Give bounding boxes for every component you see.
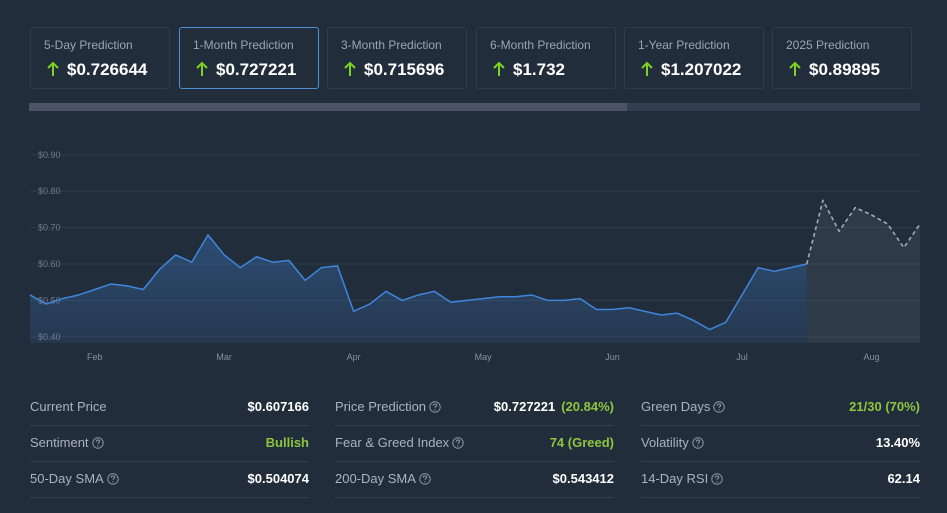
stat-value: 74 (Greed) — [550, 435, 614, 450]
stat-value-text: $0.504074 — [247, 471, 309, 486]
stat-label-text: 50-Day SMA — [30, 471, 104, 486]
stat-row: Fear & Greed Index 74 (Greed) — [335, 425, 614, 462]
stat-label-text: 14-Day RSI — [641, 471, 709, 486]
up-arrow-icon — [344, 61, 356, 76]
stat-label: Volatility — [641, 435, 704, 450]
stat-value-text: $0.727221 — [493, 399, 556, 414]
stat-label: 50-Day SMA — [30, 471, 119, 486]
stat-label: Green Days — [641, 399, 726, 414]
stat-value-text: 74 (Greed) — [549, 435, 614, 450]
stat-row: Volatility 13.40% — [641, 425, 920, 462]
help-icon[interactable] — [91, 437, 104, 449]
x-tick-label: Jun — [605, 352, 620, 362]
card-label: 2025 Prediction — [786, 38, 870, 52]
price-line — [29, 234, 807, 331]
stat-value: 21/30 (70%) — [849, 399, 920, 414]
y-tick-label: $0.90 — [38, 150, 61, 160]
stat-value: $0.543412 — [553, 471, 614, 486]
up-arrow-icon — [196, 61, 208, 76]
stat-value: $0.504074 — [248, 471, 309, 486]
stat-value-text: Bullish — [265, 435, 309, 450]
prediction-card[interactable]: 5-Day Prediction $0.726644 — [30, 27, 170, 89]
stat-value-text: 13.40% — [875, 435, 920, 450]
stat-label-text: Volatility — [641, 435, 689, 450]
stat-value-text: $0.543412 — [552, 471, 614, 486]
stat-value: $0.607166 — [248, 399, 309, 414]
stat-label: 14-Day RSI — [641, 471, 723, 486]
stat-row: 50-Day SMA $0.504074 — [30, 461, 309, 498]
stat-row: 14-Day RSI 62.14 — [641, 461, 920, 498]
card-value: $0.726644 — [67, 60, 148, 79]
y-tick-label: $0.50 — [38, 295, 61, 305]
card-value: $0.89895 — [809, 60, 880, 79]
prediction-card[interactable]: 1-Month Prediction $0.727221 — [179, 27, 319, 89]
stat-label: Fear & Greed Index — [335, 435, 464, 450]
card-value: $1.207022 — [661, 60, 742, 79]
area — [30, 234, 807, 343]
help-icon[interactable] — [429, 401, 441, 413]
stat-value-text: 21/30 (70%) — [849, 399, 920, 414]
x-tick-label: Apr — [347, 352, 361, 362]
help-icon[interactable] — [452, 437, 464, 449]
stat-row: 200-Day SMA $0.543412 — [335, 461, 614, 498]
card-label: 6-Month Prediction — [490, 38, 591, 52]
help-icon[interactable] — [711, 473, 723, 485]
stat-label-text: Current Price — [30, 399, 107, 414]
x-tick-label: Jul — [736, 352, 748, 362]
stat-row: Green Days 21/30 (70%) — [641, 389, 920, 426]
help-icon[interactable] — [419, 473, 431, 485]
stat-row: Sentiment Bullish — [30, 425, 309, 462]
card-label: 5-Day Prediction — [44, 38, 133, 52]
stat-row: Price Prediction $0.727221 (20.84%) — [335, 389, 614, 426]
stat-row: Current Price $0.607166 — [30, 389, 309, 426]
y-tick-label: $0.80 — [38, 186, 61, 196]
stat-value: 62.14 — [887, 471, 920, 486]
stat-label-text: Fear & Greed Index — [335, 435, 450, 450]
stat-label-text: Green Days — [641, 399, 711, 414]
y-tick-label: $0.70 — [38, 223, 61, 233]
prediction-card[interactable]: 1-Year Prediction $1.207022 — [624, 27, 764, 89]
help-icon[interactable] — [692, 437, 704, 449]
prediction-card[interactable]: 3-Month Prediction $0.715696 — [327, 27, 467, 89]
stat-value: Bullish — [266, 435, 309, 450]
stat-value: $0.727221 (20.84%) — [494, 399, 614, 414]
stat-label: Current Price — [30, 399, 107, 414]
card-value: $0.715696 — [364, 60, 445, 79]
x-tick-label: Mar — [216, 352, 232, 362]
help-icon[interactable] — [107, 473, 119, 485]
prediction-line — [805, 199, 921, 265]
card-value: $1.732 — [513, 60, 565, 79]
stat-label-text: Price Prediction — [335, 399, 427, 414]
stat-label: Price Prediction — [335, 399, 441, 414]
stat-label: Sentiment — [30, 435, 104, 450]
up-arrow-icon — [789, 61, 801, 76]
stat-label-text: Sentiment — [30, 435, 89, 450]
stat-change: (20.84%) — [561, 399, 614, 414]
up-arrow-icon — [641, 61, 653, 76]
stat-label-text: 200-Day SMA — [335, 471, 416, 486]
progress-fill — [29, 103, 627, 111]
help-icon[interactable] — [713, 401, 726, 413]
up-arrow-icon — [493, 61, 505, 76]
x-tick-label: Aug — [863, 352, 879, 362]
up-arrow-icon — [47, 61, 59, 76]
stat-value-text: 62.14 — [887, 471, 920, 486]
x-tick-label: Feb — [87, 352, 103, 362]
stat-value: 13.40% — [876, 435, 920, 450]
stat-label: 200-Day SMA — [335, 471, 431, 486]
card-value: $0.727221 — [216, 60, 297, 79]
card-label: 3-Month Prediction — [341, 38, 442, 52]
area — [806, 200, 920, 343]
prediction-card[interactable]: 6-Month Prediction $1.732 — [476, 27, 616, 89]
card-label: 1-Month Prediction — [193, 38, 294, 52]
stat-value-text: $0.607166 — [247, 399, 309, 414]
x-tick-label: May — [475, 352, 493, 362]
y-tick-label: $0.60 — [38, 259, 61, 269]
card-label: 1-Year Prediction — [638, 38, 730, 52]
prediction-card[interactable]: 2025 Prediction $0.89895 — [772, 27, 912, 89]
